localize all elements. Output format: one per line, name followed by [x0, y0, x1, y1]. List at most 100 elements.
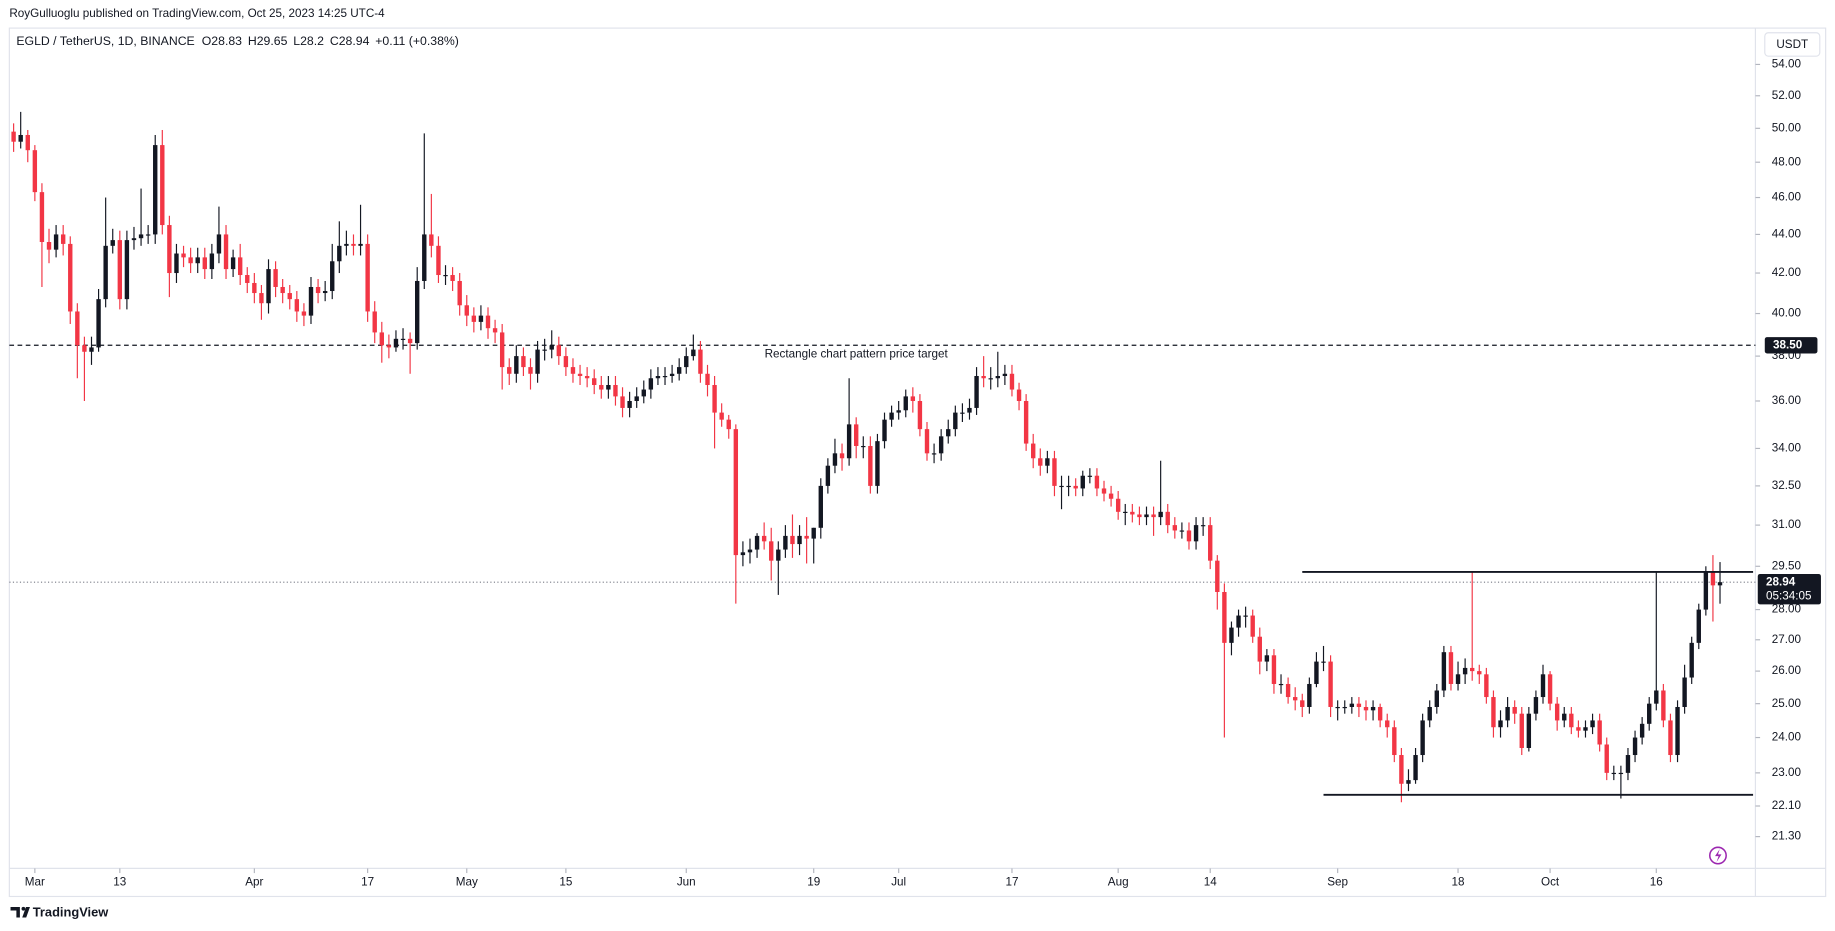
candle-body [294, 299, 300, 312]
candle-body [365, 243, 370, 312]
candle-body [117, 240, 123, 300]
candle-body [1321, 661, 1326, 663]
y-tick-label: 23.00 [1772, 766, 1802, 779]
y-tick-label: 46.00 [1772, 191, 1802, 204]
candle-body [761, 535, 767, 542]
candle-body [351, 243, 356, 246]
candle-body [223, 234, 229, 270]
candle-body [1562, 713, 1567, 721]
candle-body [131, 238, 137, 241]
candle-body [1696, 609, 1701, 643]
x-tick-label: Jul [891, 876, 906, 889]
candle-body [1590, 720, 1595, 728]
candle-body [46, 242, 52, 250]
candle-body [145, 234, 151, 236]
candle-body [1448, 652, 1454, 684]
candle-body [1554, 703, 1560, 721]
candle-body [988, 378, 993, 380]
candle-body [301, 311, 307, 316]
candle-body [1604, 744, 1609, 773]
candle-body [1703, 571, 1709, 610]
candle-body [60, 234, 66, 244]
candle-body [358, 243, 363, 246]
ohlc-letter: L [293, 34, 300, 48]
candle-body [393, 338, 399, 348]
candle-body [507, 367, 512, 374]
candle-body [1675, 706, 1680, 756]
ohlc-value: 28.2 [300, 34, 324, 48]
candle-body [1215, 560, 1220, 592]
candle-body [1200, 525, 1206, 527]
candle-body [584, 376, 590, 379]
candle-body [1406, 780, 1411, 784]
candle-body [266, 269, 271, 304]
candle-body [245, 275, 250, 283]
candle-body [1130, 511, 1135, 515]
candle-body [372, 311, 377, 333]
y-tick-label: 28.00 [1772, 603, 1802, 616]
candle-body [315, 286, 321, 294]
currency-box[interactable] [1764, 32, 1821, 57]
candle-body [1413, 755, 1418, 781]
candle-body [1597, 720, 1602, 745]
candle-body [230, 257, 236, 270]
candle-body [889, 412, 894, 420]
candle-body [1519, 713, 1524, 748]
candle-body [1533, 697, 1539, 714]
y-tick-label: 22.10 [1772, 799, 1802, 812]
x-tick-label: 18 [1452, 876, 1465, 889]
candle-body [1611, 772, 1617, 775]
x-tick-label: May [456, 876, 478, 889]
candle-body [542, 349, 547, 351]
candle-body [1052, 458, 1057, 486]
candle-body [769, 541, 774, 561]
candle-body [478, 315, 484, 322]
candle-body [1314, 661, 1319, 684]
candle-body [1505, 706, 1510, 721]
candle-body [499, 332, 505, 368]
candle-body [216, 234, 222, 254]
candle-body [1307, 683, 1312, 707]
candle-body [1144, 514, 1149, 518]
candle-body [1328, 661, 1333, 707]
candle-body [1123, 511, 1128, 514]
candle-body [669, 373, 675, 377]
candle-body [1470, 667, 1475, 672]
countdown: 05:34:05 [1766, 589, 1812, 602]
candle-body [733, 429, 739, 556]
candle-body [726, 419, 731, 430]
candle-body [719, 412, 724, 420]
candle-body [1632, 737, 1638, 756]
candle-body [1441, 652, 1447, 691]
candle-body [1101, 488, 1107, 494]
candle-body [1193, 525, 1199, 542]
candle-body [160, 145, 165, 226]
candle-body [457, 280, 462, 306]
candle-body [188, 257, 193, 264]
candle-body [32, 150, 38, 193]
candle-body [75, 311, 80, 346]
candle-body [832, 453, 838, 466]
candle-body [1498, 720, 1503, 728]
logo-dot [21, 906, 26, 911]
candle-body [1243, 615, 1248, 617]
candle-body [882, 419, 887, 442]
candle-body [68, 243, 73, 312]
candle-body [1300, 700, 1305, 707]
candle-body [570, 367, 576, 374]
x-tick-label: 19 [807, 876, 820, 889]
candle-body [1717, 582, 1723, 586]
candle-body [1172, 525, 1178, 531]
candle-body [868, 445, 873, 486]
candle-body [853, 424, 859, 446]
candle-body [436, 245, 441, 276]
x-tick-label: Apr [245, 876, 263, 889]
footer-logo: TradingView [10, 904, 109, 919]
alert-icon[interactable] [1709, 846, 1727, 865]
candle-body [712, 385, 717, 413]
candle-body [1547, 674, 1553, 704]
candle-body [167, 225, 172, 274]
candle-body [471, 315, 477, 322]
target-price-box [1764, 337, 1818, 354]
